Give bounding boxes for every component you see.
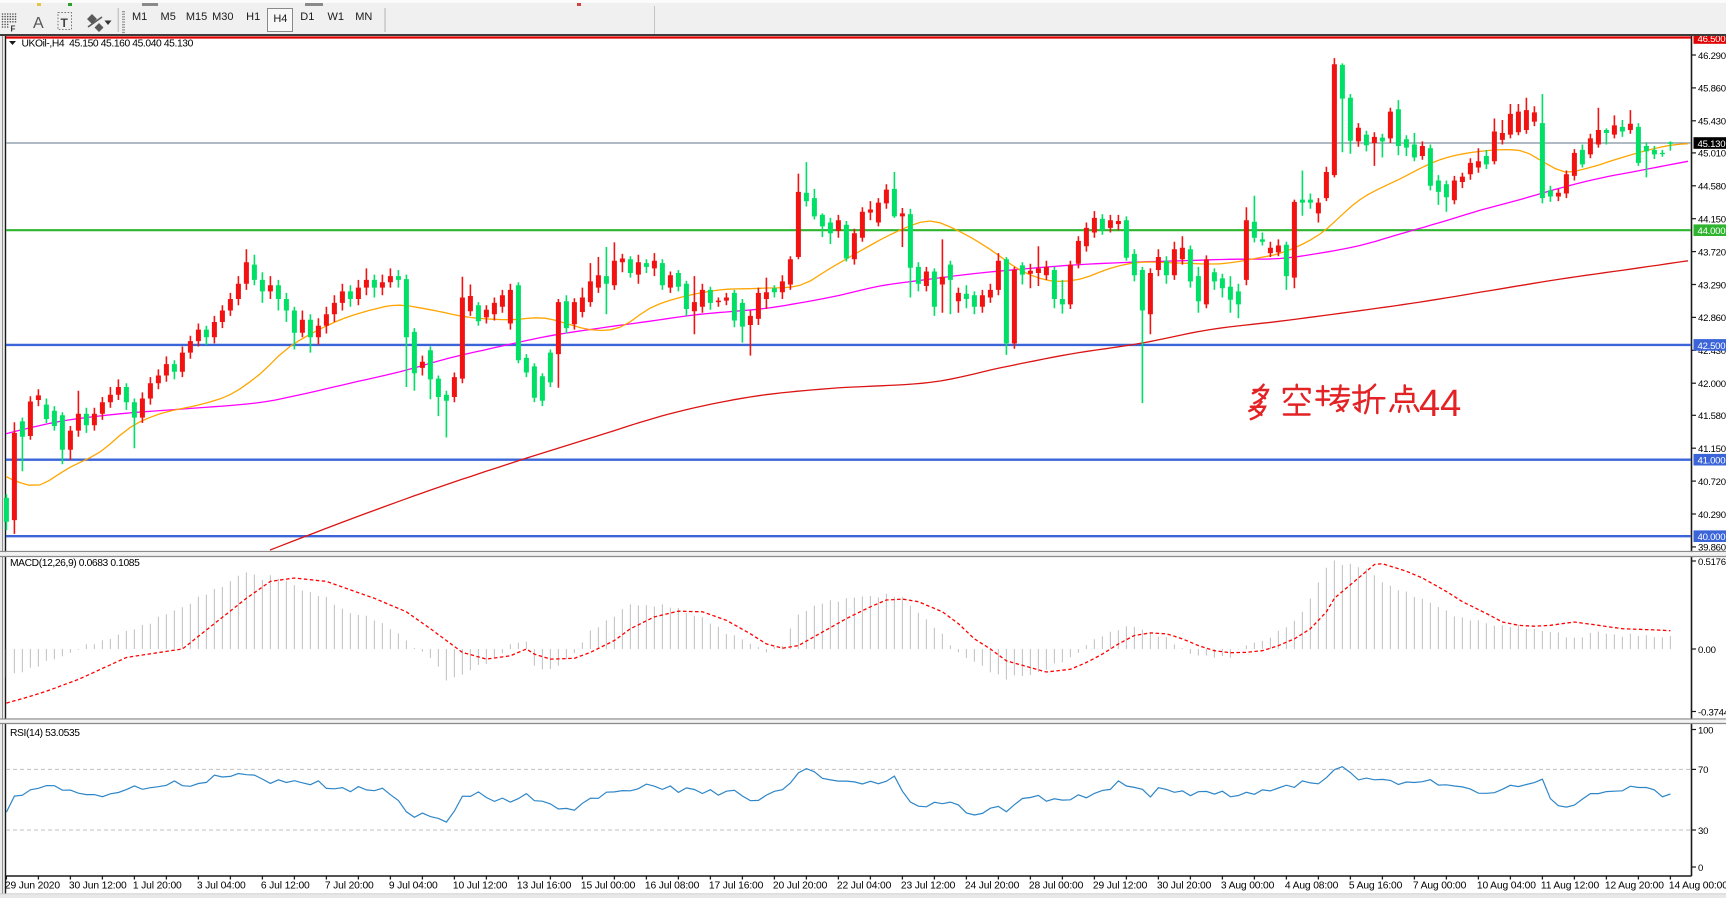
svg-text:44: 44 — [1419, 383, 1461, 425]
svg-text:23 Jul 12:00: 23 Jul 12:00 — [901, 881, 956, 892]
svg-text:70: 70 — [1698, 765, 1708, 776]
svg-text:UKOil-,H4 45.150 45.160 45.04: UKOil-,H4 45.150 45.160 45.040 45.130 — [22, 39, 194, 50]
svg-text:0: 0 — [1698, 863, 1703, 874]
svg-text:MACD(12,26,9) 0.0683 0.1085: MACD(12,26,9) 0.0683 0.1085 — [10, 558, 140, 569]
svg-text:46.290: 46.290 — [1698, 51, 1726, 62]
svg-text:7 Jul 20:00: 7 Jul 20:00 — [325, 881, 374, 892]
svg-text:12 Aug 20:00: 12 Aug 20:00 — [1605, 881, 1664, 892]
svg-text:15 Jul 00:00: 15 Jul 00:00 — [581, 881, 636, 892]
svg-text:22 Jul 04:00: 22 Jul 04:00 — [837, 881, 892, 892]
svg-text:14 Aug 00:00: 14 Aug 00:00 — [1669, 881, 1726, 892]
svg-text:42.500: 42.500 — [1698, 341, 1726, 352]
svg-text:0.5176: 0.5176 — [1698, 557, 1726, 568]
svg-text:43.720: 43.720 — [1698, 247, 1726, 258]
svg-text:29 Jun 2020: 29 Jun 2020 — [5, 881, 60, 892]
svg-text:41.000: 41.000 — [1698, 456, 1726, 467]
svg-text:RSI(14) 53.0535: RSI(14) 53.0535 — [10, 728, 80, 739]
svg-text:28 Jul 00:00: 28 Jul 00:00 — [1029, 881, 1084, 892]
svg-text:40.720: 40.720 — [1698, 477, 1726, 488]
svg-text:40.000: 40.000 — [1698, 532, 1726, 543]
svg-text:0.00: 0.00 — [1698, 645, 1716, 656]
svg-text:41.580: 41.580 — [1698, 411, 1726, 422]
svg-text:45.010: 45.010 — [1698, 149, 1726, 160]
svg-text:5 Aug 16:00: 5 Aug 16:00 — [1349, 881, 1403, 892]
svg-text:A: A — [33, 15, 44, 32]
svg-text:42.860: 42.860 — [1698, 313, 1726, 324]
svg-text:11 Aug 12:00: 11 Aug 12:00 — [1541, 881, 1600, 892]
svg-text:42.430: 42.430 — [1698, 346, 1726, 357]
svg-text:45.430: 45.430 — [1698, 117, 1726, 128]
svg-text:F: F — [11, 25, 16, 34]
svg-text:13 Jul 16:00: 13 Jul 16:00 — [517, 881, 572, 892]
svg-text:44.150: 44.150 — [1698, 215, 1726, 226]
svg-text:30 Jun 12:00: 30 Jun 12:00 — [69, 881, 127, 892]
svg-text:41.150: 41.150 — [1698, 444, 1726, 455]
svg-text:40.290: 40.290 — [1698, 510, 1726, 521]
svg-text:17 Jul 16:00: 17 Jul 16:00 — [709, 881, 764, 892]
svg-text:24 Jul 20:00: 24 Jul 20:00 — [965, 881, 1020, 892]
svg-text:16 Jul 08:00: 16 Jul 08:00 — [645, 881, 700, 892]
svg-text:100: 100 — [1698, 725, 1713, 736]
svg-text:42.000: 42.000 — [1698, 379, 1726, 390]
svg-text:-0.3744: -0.3744 — [1698, 707, 1726, 718]
svg-text:46.500: 46.500 — [1698, 34, 1726, 45]
svg-text:9 Jul 04:00: 9 Jul 04:00 — [389, 881, 438, 892]
svg-text:43.290: 43.290 — [1698, 280, 1726, 291]
svg-text:45.130: 45.130 — [1698, 139, 1726, 150]
svg-text:45.860: 45.860 — [1698, 84, 1726, 95]
svg-text:6 Jul 12:00: 6 Jul 12:00 — [261, 881, 310, 892]
svg-text:3 Jul 04:00: 3 Jul 04:00 — [197, 881, 246, 892]
svg-text:30 Jul 20:00: 30 Jul 20:00 — [1157, 881, 1212, 892]
svg-text:T: T — [61, 16, 69, 30]
svg-text:44.580: 44.580 — [1698, 182, 1726, 193]
svg-text:39.860: 39.860 — [1698, 543, 1726, 554]
svg-text:1 Jul 20:00: 1 Jul 20:00 — [133, 881, 182, 892]
svg-text:10 Jul 12:00: 10 Jul 12:00 — [453, 881, 508, 892]
svg-text:44.000: 44.000 — [1698, 226, 1726, 237]
svg-text:10 Aug 04:00: 10 Aug 04:00 — [1477, 881, 1536, 892]
svg-text:7 Aug 00:00: 7 Aug 00:00 — [1413, 881, 1467, 892]
svg-text:29 Jul 12:00: 29 Jul 12:00 — [1093, 881, 1148, 892]
svg-text:20 Jul 20:00: 20 Jul 20:00 — [773, 881, 828, 892]
svg-text:3 Aug 00:00: 3 Aug 00:00 — [1221, 881, 1275, 892]
svg-text:30: 30 — [1698, 826, 1708, 837]
svg-text:4 Aug 08:00: 4 Aug 08:00 — [1285, 881, 1339, 892]
